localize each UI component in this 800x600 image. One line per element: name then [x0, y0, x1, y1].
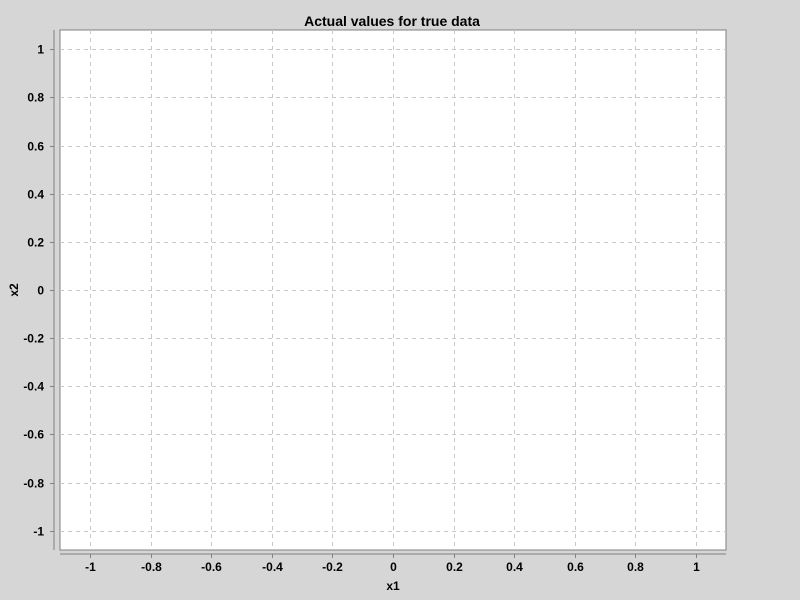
y-tick-label: 0.4 [27, 188, 44, 202]
tick-marks [50, 49, 697, 558]
x-tick-label: 0.6 [567, 560, 584, 574]
x-tick-label: -0.2 [322, 560, 343, 574]
x-tick-label: 1 [693, 560, 700, 574]
y-tick-label: -1 [33, 525, 44, 539]
y-tick-label: -0.6 [23, 428, 44, 442]
y-tick-label: -0.8 [23, 477, 44, 491]
y-tick-label: 0.6 [27, 140, 44, 154]
y-tick-label: 0 [37, 284, 44, 298]
x-tick-label: -0.4 [262, 560, 283, 574]
x-tick-label: -1 [85, 560, 96, 574]
y-axis-title: x2 [7, 283, 21, 297]
y-tick-label: 0.2 [27, 236, 44, 250]
y-tick-label: 0.8 [27, 91, 44, 105]
chart-title: Actual values for true data [304, 13, 480, 29]
y-tick-label: -0.4 [23, 380, 44, 394]
x-tick-label: -0.8 [141, 560, 162, 574]
x-tick-label: -0.6 [201, 560, 222, 574]
x-tick-label: 0.8 [627, 560, 644, 574]
y-tick-labels: 1 0.8 0.6 0.4 0.2 0 -0.2 -0.4 -0.6 -0.8 -1 [23, 43, 44, 539]
x-tick-label: 0.4 [506, 560, 523, 574]
y-tick-label: -0.2 [23, 332, 44, 346]
x-tick-labels: -1 -0.8 -0.6 -0.4 -0.2 0 0.2 0.4 0.6 0.8 1 [85, 560, 700, 574]
y-tick-label: 1 [37, 43, 44, 57]
grid-lines [60, 30, 726, 550]
x-tick-label: 0.2 [446, 560, 463, 574]
x-tick-label: 0 [390, 560, 397, 574]
x-axis-title: x1 [386, 579, 400, 593]
